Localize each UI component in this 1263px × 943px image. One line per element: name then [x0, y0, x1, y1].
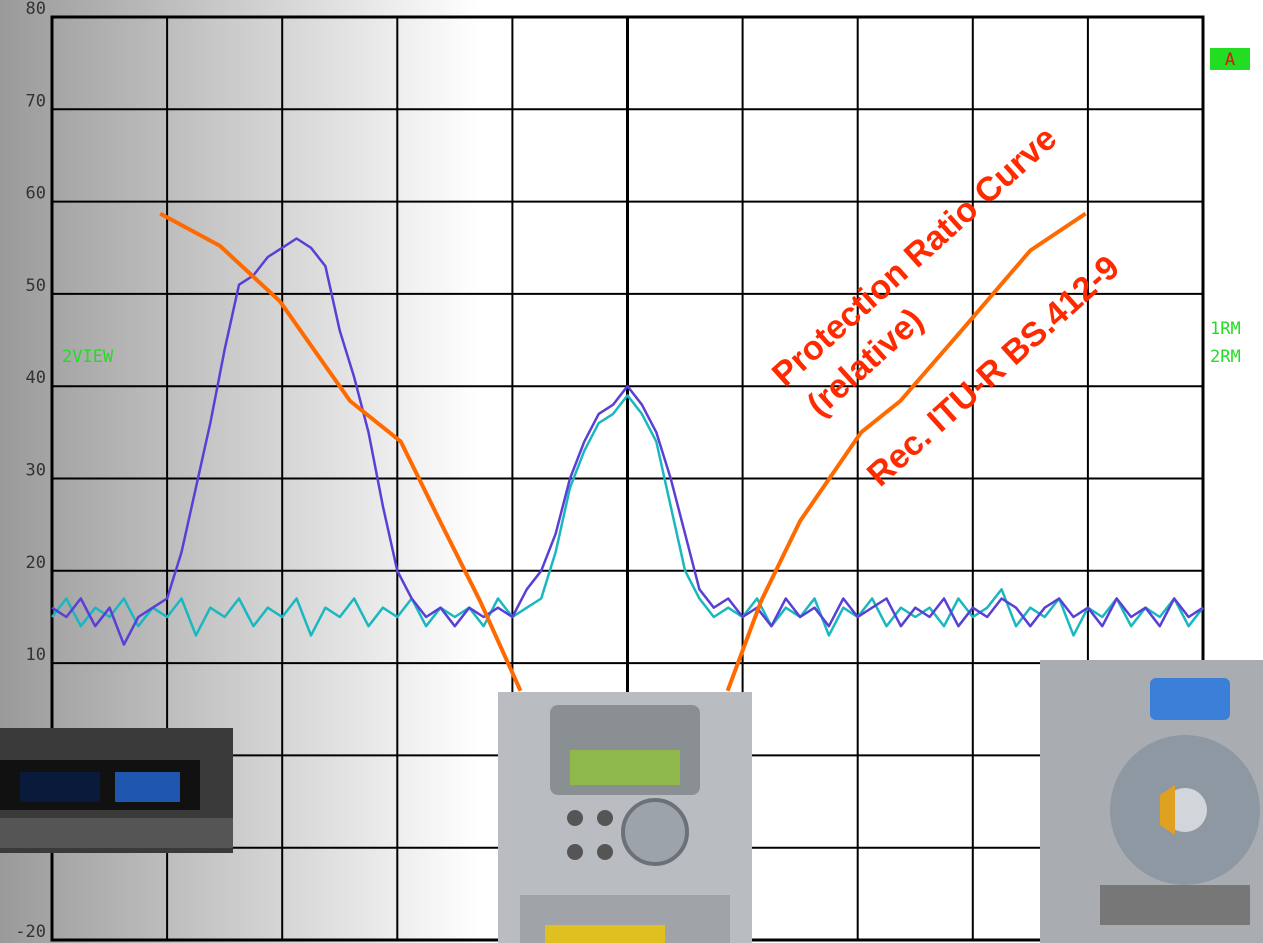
y-tick-label: 60 [26, 184, 46, 204]
marker-label: A [1225, 50, 1235, 70]
photo-cd-player [1040, 660, 1263, 943]
y-tick-label: 80 [26, 0, 46, 19]
marker-box [1210, 48, 1250, 70]
trace [51, 237, 1204, 646]
view-label: 2VIEW [62, 347, 114, 367]
photo-car-radio [0, 728, 233, 853]
y-tick-label: -20 [15, 922, 46, 942]
y-tick-label: 50 [26, 276, 46, 296]
photo-mini-system [498, 692, 752, 943]
y-tick-label: 30 [26, 461, 46, 481]
y-tick-label: 70 [26, 91, 46, 111]
rm-label: 1RM [1210, 319, 1241, 339]
trace [51, 394, 1204, 637]
rm-label: 2RM [1210, 347, 1241, 367]
trace [159, 211, 1087, 692]
y-tick-label: 20 [26, 553, 46, 573]
y-tick-label: 10 [26, 645, 46, 665]
y-tick-label: 40 [26, 368, 46, 388]
